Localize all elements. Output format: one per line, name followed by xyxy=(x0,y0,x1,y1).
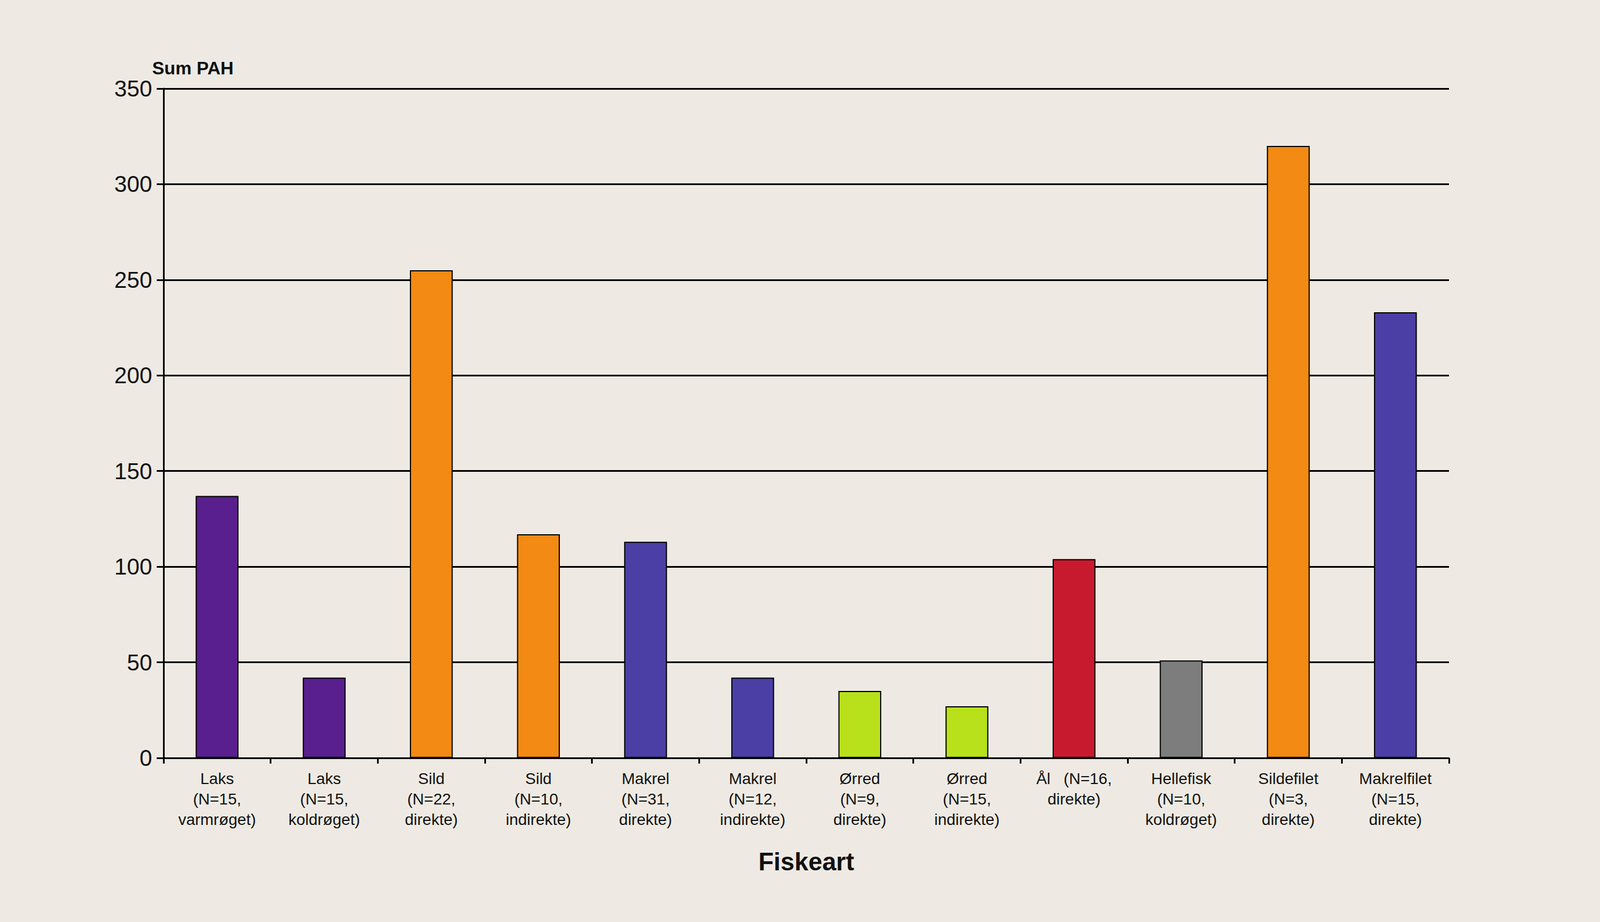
svg-text:100: 100 xyxy=(114,554,153,580)
svg-text:(N=10,: (N=10, xyxy=(514,790,563,808)
svg-text:Sild: Sild xyxy=(417,769,445,788)
svg-text:(N=12,: (N=12, xyxy=(728,790,777,808)
svg-text:250: 250 xyxy=(114,267,153,293)
svg-text:Fiskeart: Fiskeart xyxy=(758,847,855,876)
svg-text:direkte): direkte) xyxy=(1368,810,1422,829)
svg-text:direkte): direkte) xyxy=(833,810,887,829)
svg-text:direkte): direkte) xyxy=(404,810,458,829)
svg-text:indirekte): indirekte) xyxy=(719,810,786,829)
svg-text:Makrel: Makrel xyxy=(621,769,670,788)
svg-text:Ørred: Ørred xyxy=(839,769,881,788)
svg-text:Sildefilet: Sildefilet xyxy=(1258,769,1319,788)
svg-text:Makrelfilet: Makrelfilet xyxy=(1359,769,1432,788)
svg-text:koldrøget): koldrøget) xyxy=(288,810,360,829)
svg-text:(N=9,: (N=9, xyxy=(840,790,880,808)
svg-text:150: 150 xyxy=(114,458,153,484)
svg-text:Hellefisk: Hellefisk xyxy=(1150,769,1212,788)
svg-text:direkte): direkte) xyxy=(618,810,672,829)
svg-text:direkte): direkte) xyxy=(1261,810,1315,829)
svg-text:Laks: Laks xyxy=(200,769,234,788)
svg-text:Sum PAH: Sum PAH xyxy=(152,57,234,79)
svg-text:350: 350 xyxy=(114,76,153,102)
svg-text:0: 0 xyxy=(139,745,153,771)
svg-text:200: 200 xyxy=(114,362,153,388)
svg-text:50: 50 xyxy=(127,650,153,676)
svg-text:indirekte): indirekte) xyxy=(933,810,1000,829)
svg-text:Laks: Laks xyxy=(307,769,341,788)
svg-text:Ørred: Ørred xyxy=(946,769,988,788)
svg-text:(N=3,: (N=3, xyxy=(1268,790,1308,808)
svg-text:300: 300 xyxy=(114,171,153,197)
svg-text:(N=15,: (N=15, xyxy=(943,790,992,808)
svg-text:direkte): direkte) xyxy=(1047,790,1101,808)
svg-text:Sild: Sild xyxy=(525,769,552,788)
svg-text:(N=15,: (N=15, xyxy=(193,790,242,808)
svg-text:(N=15,: (N=15, xyxy=(300,790,349,808)
svg-text:indirekte): indirekte) xyxy=(505,810,572,829)
svg-text:(N=15,: (N=15, xyxy=(1371,790,1420,808)
svg-text:koldrøget): koldrøget) xyxy=(1145,810,1217,829)
svg-text:(N=10,: (N=10, xyxy=(1157,790,1206,808)
svg-text:(N=22,: (N=22, xyxy=(407,790,456,808)
svg-text:varmrøget): varmrøget) xyxy=(178,810,257,829)
svg-text:Ål (N=16,: Ål (N=16, xyxy=(1036,769,1112,788)
svg-text:Makrel: Makrel xyxy=(729,769,777,788)
svg-text:(N=31,: (N=31, xyxy=(621,790,670,808)
